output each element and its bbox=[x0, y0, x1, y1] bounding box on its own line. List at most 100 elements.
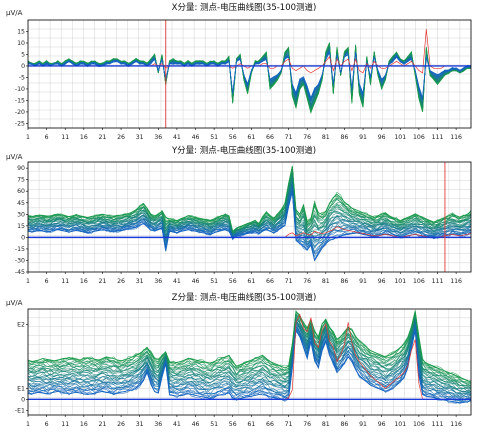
panel-x-title: X分量: 测点-电压曲线图(35-100测道) bbox=[172, 2, 317, 13]
x-tick-label: 51 bbox=[210, 421, 218, 428]
x-tick-label: 76 bbox=[303, 134, 311, 141]
x-tick-label: 61 bbox=[247, 134, 255, 141]
x-tick-label: 106 bbox=[413, 421, 425, 428]
channel-curve bbox=[28, 327, 471, 401]
panel-y-component: Y分量: 测点-电压曲线图(35-100测道) μV/A 90756045301… bbox=[6, 145, 472, 285]
channel-curve bbox=[28, 321, 471, 396]
x-tick-label: 1 bbox=[26, 421, 30, 428]
y-tick-label: 5 bbox=[21, 51, 25, 58]
x-tick-label: 111 bbox=[432, 134, 444, 141]
y-tick-label: 10 bbox=[17, 40, 25, 47]
channel-curve bbox=[28, 318, 471, 390]
y-tick-label: 30 bbox=[17, 211, 25, 218]
x-tick-label: 86 bbox=[340, 421, 348, 428]
channel-curve bbox=[28, 323, 471, 396]
channel-curve bbox=[28, 317, 471, 390]
x-tick-label: 106 bbox=[413, 134, 425, 141]
y-tick-label: -5 bbox=[19, 74, 25, 81]
x-tick-label: 1 bbox=[26, 278, 30, 285]
x-tick-label: 56 bbox=[229, 278, 237, 285]
y-tick-label: 0 bbox=[21, 396, 25, 403]
x-tick-label: 91 bbox=[359, 134, 367, 141]
x-tick-label: 91 bbox=[359, 278, 367, 285]
panel-z-title: Z分量: 测点-电压曲线图(35-100测道) bbox=[172, 292, 317, 303]
channel-curve bbox=[28, 313, 471, 386]
x-tick-label: 111 bbox=[432, 421, 444, 428]
x-tick-label: 116 bbox=[450, 278, 462, 285]
plot-frame bbox=[27, 161, 472, 273]
x-tick-label: 56 bbox=[229, 421, 237, 428]
x-tick-label: 21 bbox=[99, 421, 107, 428]
x-tick-label: 66 bbox=[266, 278, 274, 285]
y-tick-label: -E1 bbox=[15, 407, 25, 414]
x-tick-label: 86 bbox=[340, 278, 348, 285]
y-tick-label: 45 bbox=[17, 200, 25, 207]
channel-curve bbox=[28, 174, 471, 235]
channel-curve bbox=[28, 312, 471, 385]
x-tick-label: 6 bbox=[45, 134, 49, 141]
x-tick-label: 31 bbox=[136, 278, 144, 285]
channel-curve bbox=[28, 320, 471, 396]
x-tick-label: 96 bbox=[378, 421, 386, 428]
x-tick-label: 101 bbox=[394, 278, 406, 285]
channel-curve bbox=[28, 323, 471, 398]
channel-curve bbox=[28, 320, 471, 394]
x-tick-label: 116 bbox=[450, 134, 462, 141]
channel-curve bbox=[28, 313, 471, 387]
curve-bundle bbox=[28, 310, 471, 404]
grid bbox=[27, 19, 472, 129]
x-tick-label: 11 bbox=[61, 278, 69, 285]
series-green-curve bbox=[28, 166, 471, 232]
x-tick-label: 16 bbox=[80, 421, 88, 428]
y-tick-label: -45 bbox=[15, 269, 25, 276]
x-tick-label: 11 bbox=[61, 134, 69, 141]
x-tick-label: 21 bbox=[99, 134, 107, 141]
panel-y-y-unit: μV/A bbox=[6, 153, 23, 161]
plot-frame bbox=[27, 308, 472, 416]
x-tick-label: 36 bbox=[154, 278, 162, 285]
x-tick-label: 41 bbox=[173, 421, 181, 428]
channel-curve bbox=[28, 182, 471, 244]
y-tick-label: -15 bbox=[15, 97, 25, 104]
y-tick-label: -10 bbox=[15, 86, 25, 93]
y-tick-label: 15 bbox=[17, 223, 25, 230]
x-tick-label: 61 bbox=[247, 278, 255, 285]
x-tick-label: 61 bbox=[247, 421, 255, 428]
channel-curve bbox=[28, 324, 471, 400]
x-tick-label: 31 bbox=[136, 421, 144, 428]
x-tick-label: 31 bbox=[136, 134, 144, 141]
x-tick-label: 46 bbox=[192, 134, 200, 141]
x-tick-label: 26 bbox=[117, 278, 125, 285]
x-tick-label: 71 bbox=[285, 421, 293, 428]
x-tick-label: 46 bbox=[192, 421, 200, 428]
x-tick-label: 81 bbox=[322, 421, 330, 428]
x-tick-label: 16 bbox=[80, 134, 88, 141]
y-tick-label: -20 bbox=[15, 109, 25, 116]
x-tick-label: 106 bbox=[413, 278, 425, 285]
x-tick-label: 66 bbox=[266, 134, 274, 141]
x-tick-label: 41 bbox=[173, 134, 181, 141]
panel-z-y-unit: μV/A bbox=[6, 299, 23, 307]
x-tick-label: 76 bbox=[303, 421, 311, 428]
x-tick-label: 101 bbox=[394, 134, 406, 141]
x-tick-label: 36 bbox=[154, 134, 162, 141]
channel-curve bbox=[28, 328, 471, 403]
x-tick-label: 1 bbox=[26, 134, 30, 141]
panel-y-title: Y分量: 测点-电压曲线图(35-100测道) bbox=[171, 145, 316, 156]
x-tick-label: 96 bbox=[378, 278, 386, 285]
panel-x-y-unit: μV/A bbox=[6, 9, 23, 17]
panel-x-component: X分量: 测点-电压曲线图(35-100测道) μV/A 15 10 5 0 -5 -10… bbox=[6, 2, 472, 141]
channel-curve bbox=[28, 172, 471, 233]
x-tick-label: 81 bbox=[322, 278, 330, 285]
channel-curve bbox=[28, 320, 471, 394]
y-tick-label: -30 bbox=[15, 257, 25, 264]
x-tick-label: 56 bbox=[229, 134, 237, 141]
x-tick-label: 71 bbox=[285, 278, 293, 285]
y-tick-label: 0 bbox=[21, 234, 25, 241]
y-tick-label: E2 bbox=[17, 322, 25, 329]
y-tick-label: 90 bbox=[17, 165, 25, 172]
channel-curve bbox=[28, 330, 471, 403]
x-tick-label: 51 bbox=[210, 134, 218, 141]
channel-curve bbox=[28, 324, 471, 399]
